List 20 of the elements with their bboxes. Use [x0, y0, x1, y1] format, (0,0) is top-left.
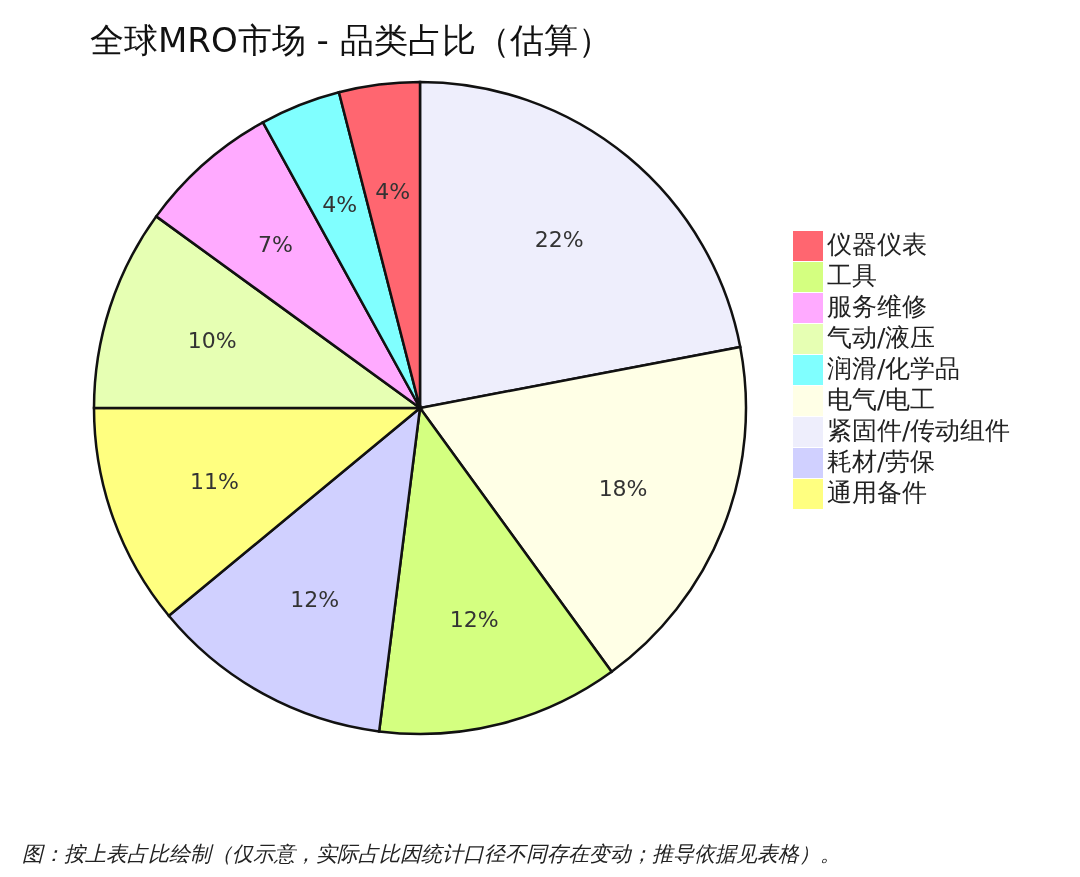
legend-label: 工具 [827, 261, 877, 290]
data-label: 4% [375, 178, 411, 204]
data-label: 7% [258, 231, 294, 257]
legend-label: 耗材/劳保 [827, 447, 936, 476]
legend-label: 润滑/化学品 [827, 354, 961, 383]
legend-label: 电气/电工 [827, 385, 936, 414]
data-label: 18% [598, 475, 648, 501]
legend-label: 仪器仪表 [827, 230, 927, 259]
data-label: 22% [534, 227, 584, 253]
legend-label: 服务维修 [827, 292, 927, 321]
data-label: 11% [190, 469, 239, 495]
legend-label: 通用备件 [827, 478, 927, 507]
data-label: 10% [187, 328, 237, 353]
text: 图：按上表占比绘制（仅示意，实际占比因统计口径不同存在变动；推导依据见表格）。 [22, 841, 841, 868]
chart-title: 全球MRO市场 - 品类占比（估算） [90, 19, 612, 62]
data-label: 12% [290, 586, 340, 612]
data-label: 12% [449, 607, 499, 633]
data-label: 4% [322, 192, 358, 218]
legend-label: 气动/液压 [827, 323, 936, 352]
legend-label: 紧固件/传动组件 [827, 416, 1011, 445]
